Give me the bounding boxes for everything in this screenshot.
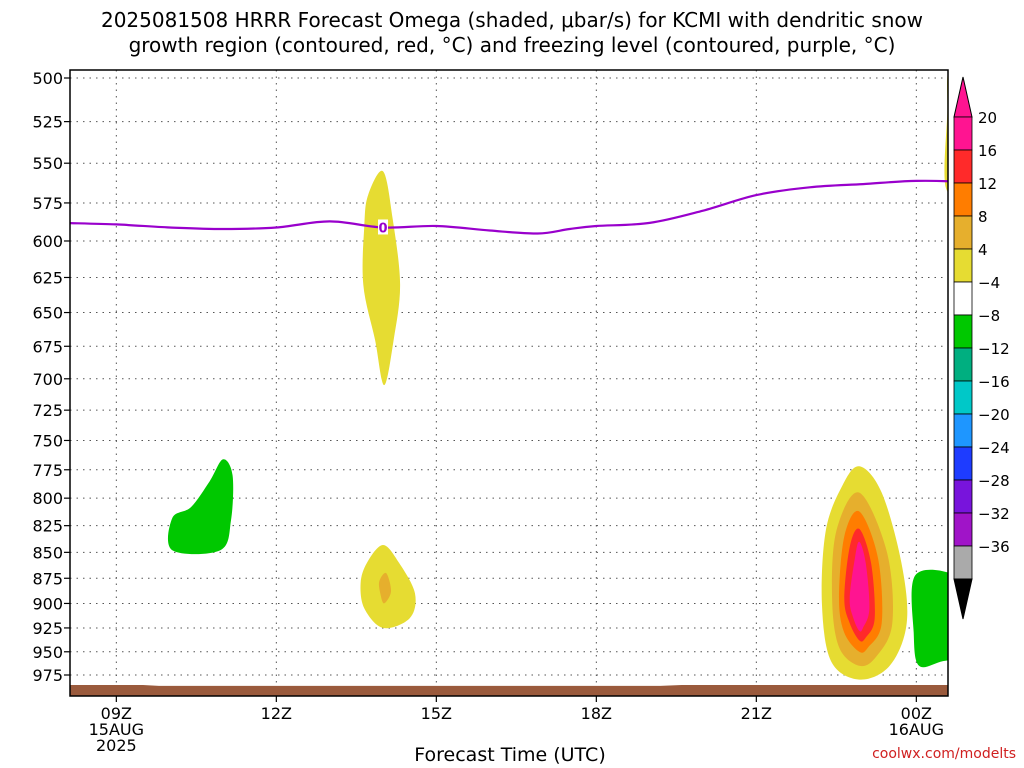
- y-tick-label: 875: [32, 569, 63, 588]
- omega-region: [1012, 59, 1024, 182]
- colorbar-segment: [953, 314, 973, 349]
- x-tick-label: 09Z: [101, 704, 132, 723]
- colorbar-segment: [953, 380, 973, 415]
- colorbar-segment: [953, 446, 973, 481]
- omega-shading: [70, 50, 1024, 696]
- colorbar-segment: [953, 215, 973, 250]
- colorbar-label: 8: [978, 208, 988, 226]
- y-tick-label: 700: [32, 370, 63, 389]
- contour-label-bg: [378, 219, 388, 235]
- y-tick-label: 650: [32, 304, 63, 323]
- x-tick-label: 2025: [96, 736, 137, 755]
- colorbar-segment: [953, 116, 973, 151]
- x-tick-label: 16AUG: [889, 720, 944, 739]
- omega-region: [944, 72, 948, 193]
- y-tick-label: 625: [32, 268, 63, 287]
- x-tick-label: 18Z: [581, 704, 612, 723]
- y-tick-label: 925: [32, 619, 63, 638]
- x-axis-title: Forecast Time (UTC): [414, 744, 606, 766]
- colorbar-label: −24: [978, 439, 1010, 457]
- colorbar-label: −16: [978, 373, 1010, 391]
- site-credit: coolwx.com/modelts: [872, 746, 1016, 762]
- y-tick-label: 500: [32, 69, 63, 88]
- y-tick-label: 550: [32, 154, 63, 173]
- colorbar-over-arrow: [953, 76, 973, 118]
- omega-region: [167, 459, 234, 555]
- y-tick-label: 675: [32, 337, 63, 356]
- colorbar-segment: [953, 413, 973, 448]
- x-tick-label: 00Z: [901, 704, 932, 723]
- y-tick-label: 900: [32, 594, 63, 613]
- y-tick-label: 775: [32, 461, 63, 480]
- x-tick-label: 15AUG: [89, 720, 144, 739]
- x-tick-label: 15Z: [421, 704, 452, 723]
- colorbar-segment: [953, 149, 973, 184]
- y-tick-label: 825: [32, 517, 63, 536]
- x-tick-label: 21Z: [741, 704, 772, 723]
- colorbar-segment: [953, 182, 973, 217]
- y-tick-label: 575: [32, 194, 63, 213]
- omega-region: [378, 572, 392, 604]
- colorbar-label: −20: [978, 406, 1010, 424]
- omega-region: [362, 170, 401, 386]
- y-tick-label: 850: [32, 543, 63, 562]
- grid: [70, 70, 948, 696]
- freezing-level-contour: 0: [70, 179, 948, 236]
- y-tick-label: 800: [32, 489, 63, 508]
- colorbar-label: 16: [978, 142, 997, 160]
- colorbar-label: 12: [978, 175, 997, 193]
- y-tick-label: 950: [32, 643, 63, 662]
- colorbar-label: 20: [978, 109, 997, 127]
- colorbar-label: 4: [978, 241, 988, 259]
- plot-frame: [69, 69, 949, 697]
- colorbar-segment: [953, 347, 973, 382]
- colorbar-label: −8: [978, 307, 1000, 325]
- colorbar-label: −32: [978, 505, 1010, 523]
- y-tick-label: 725: [32, 401, 63, 420]
- terrain-strip: [70, 685, 948, 696]
- colorbar-label: −12: [978, 340, 1010, 358]
- colorbar: 20 16 12 8 4 −4 −8 −12 −16 −20 −24 −28 −32 −36: [953, 76, 1010, 620]
- omega-region: [849, 541, 870, 632]
- colorbar-segment: [953, 281, 973, 316]
- y-tick-label: 600: [32, 232, 63, 251]
- colorbar-segment: [953, 545, 973, 580]
- y-tick-label: 750: [32, 431, 63, 450]
- y-tick-label: 525: [32, 113, 63, 132]
- omega-region: [998, 50, 1024, 309]
- colorbar-label: −4: [978, 274, 1000, 292]
- chart-title: 2025081508 HRRR Forecast Omega (shaded, …: [100, 8, 924, 57]
- contour-label: 0: [378, 221, 387, 236]
- colorbar-segment: [953, 512, 973, 547]
- x-tick-label: 12Z: [261, 704, 292, 723]
- y-tick-label: 975: [32, 666, 63, 685]
- colorbar-segment: [953, 248, 973, 283]
- colorbar-label: −36: [978, 538, 1010, 556]
- colorbar-under-arrow: [953, 578, 973, 620]
- colorbar-segment: [953, 479, 973, 514]
- omega-region: [911, 569, 948, 668]
- colorbar-label: −28: [978, 472, 1010, 490]
- freezing-level-line: [70, 179, 948, 235]
- y-axis: 500 525 550 575 600 625 650 675 700 725 750 775 800 8…: [32, 69, 70, 685]
